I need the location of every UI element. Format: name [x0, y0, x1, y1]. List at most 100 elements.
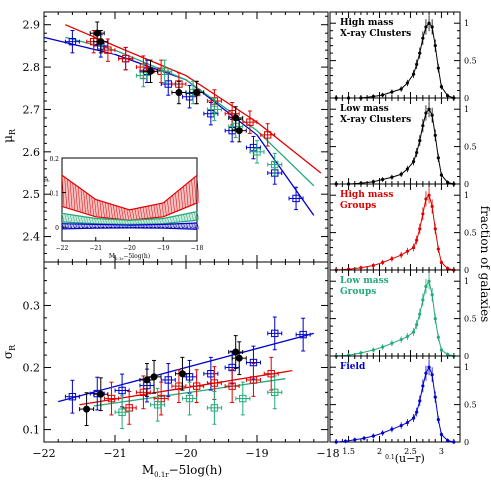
hist-y-tick-label: 0.5 [464, 57, 477, 66]
inset-hatch [99, 224, 103, 229]
inset-hatch [156, 218, 159, 224]
inset-hatch [194, 223, 197, 230]
inset-hatch [177, 215, 181, 223]
inset-hatch [167, 224, 170, 229]
inset-hatch [126, 224, 130, 229]
inset-hatch [115, 219, 119, 225]
hist-point [446, 180, 450, 185]
inset-hatch [88, 194, 92, 215]
inset-hatch [99, 200, 103, 218]
inset-x-tick-label: −21 [89, 245, 102, 252]
inset-hatch [129, 224, 132, 229]
inset-hatch [196, 211, 200, 221]
hist-point [433, 133, 437, 137]
hist-point [433, 395, 437, 399]
mu-y-axis-label: μR [1, 128, 17, 143]
inset-hatch [167, 217, 170, 224]
hist-panel-title: X-ray Clusters [340, 29, 411, 39]
mu-point [161, 67, 169, 76]
inset-hatch [134, 208, 138, 220]
sigma-point [210, 404, 219, 412]
hist-y-tick-label: 1 [464, 19, 469, 28]
inset-hatch [69, 214, 73, 223]
sigma-point [153, 401, 162, 409]
mu-fit-line [65, 36, 315, 187]
inset-hatch [99, 218, 103, 224]
inset-hatch [185, 223, 189, 229]
hist-point [390, 257, 394, 261]
inset-hatch [126, 208, 130, 221]
inset-hatch [88, 217, 92, 224]
sigma-x-tick-label: −22 [32, 447, 55, 460]
inset-hatch [177, 190, 181, 211]
hist-point [424, 111, 428, 115]
inset-hatch [153, 204, 157, 218]
inset-hatch [104, 218, 108, 224]
inset-hatch [115, 224, 119, 229]
hist-point [381, 177, 385, 182]
inset-hatch [77, 186, 81, 212]
mu-y-tick-label: 2.5 [23, 188, 41, 201]
inset-hatch [80, 216, 84, 224]
hist-y-tick-label: 0.5 [464, 315, 477, 324]
mu-point [292, 194, 300, 203]
inset-hatch [113, 224, 116, 229]
hist-point [433, 227, 437, 231]
inset-hatch [107, 224, 111, 229]
inset-hatch [148, 205, 151, 219]
hist-point [446, 352, 450, 357]
inset-hatch [194, 177, 197, 205]
sigma-y-tick-label: 0.3 [23, 299, 41, 312]
hist-point [430, 25, 434, 29]
inset-hatch [91, 224, 94, 229]
inset-hatch [164, 218, 167, 224]
sigma-fit-line [58, 332, 314, 403]
sigma-point [118, 408, 126, 416]
inset-x-axis-label-suffix: −5log(h) [123, 253, 150, 260]
hist-y-tick-label: 0 [464, 180, 469, 189]
inset-hatch [80, 188, 84, 213]
inset-hatch [75, 215, 78, 223]
inset-hatch [148, 219, 151, 225]
hist-point [446, 438, 450, 443]
hist-point [418, 227, 422, 231]
hist-panel-title: Field [340, 362, 366, 372]
hist-panel-title: High mass [340, 18, 393, 28]
hist-point [433, 44, 437, 48]
inset-hatch [137, 208, 140, 220]
inset-hatch [123, 224, 127, 229]
hist-point [452, 440, 456, 444]
inset-y-tick-label: 0.2 [49, 156, 59, 163]
hist-point [411, 159, 416, 164]
inset-hatch [137, 224, 140, 229]
mu-point [263, 131, 272, 139]
inset-hatch [191, 179, 194, 206]
inset-hatch [185, 213, 189, 222]
mu-point [97, 38, 105, 46]
inset-hatch [121, 224, 124, 229]
hist-point [427, 21, 431, 25]
inset-hatch [115, 205, 119, 219]
inset-hatch [183, 223, 186, 229]
hist-point [411, 416, 416, 420]
inset-hatch [64, 213, 67, 223]
mu-point [68, 37, 77, 46]
hist-point [439, 173, 444, 177]
hist-point [418, 312, 422, 316]
hist-y-tick-label: 0.5 [464, 401, 477, 410]
inset-hatch [150, 205, 154, 219]
sigma-y-tick-label: 0.1 [23, 424, 41, 437]
hist-point [421, 212, 425, 216]
inset-hatch [196, 222, 200, 230]
hist-point [390, 341, 394, 345]
hist-y-tick-label: 0.5 [464, 143, 477, 152]
hist-x-axis-label: 0.1(u−r) [385, 452, 425, 465]
inset-hatch [161, 218, 165, 224]
hist-point [415, 62, 419, 66]
hist-point [362, 436, 366, 440]
inset-hatch [61, 223, 65, 229]
inset-hatch [61, 175, 65, 207]
inset-panel: −22 −21 −20 −19 −18 0 0.1 0.2 M0.1r−5log(h) μ [43, 156, 204, 261]
inset-hatch [145, 224, 148, 229]
